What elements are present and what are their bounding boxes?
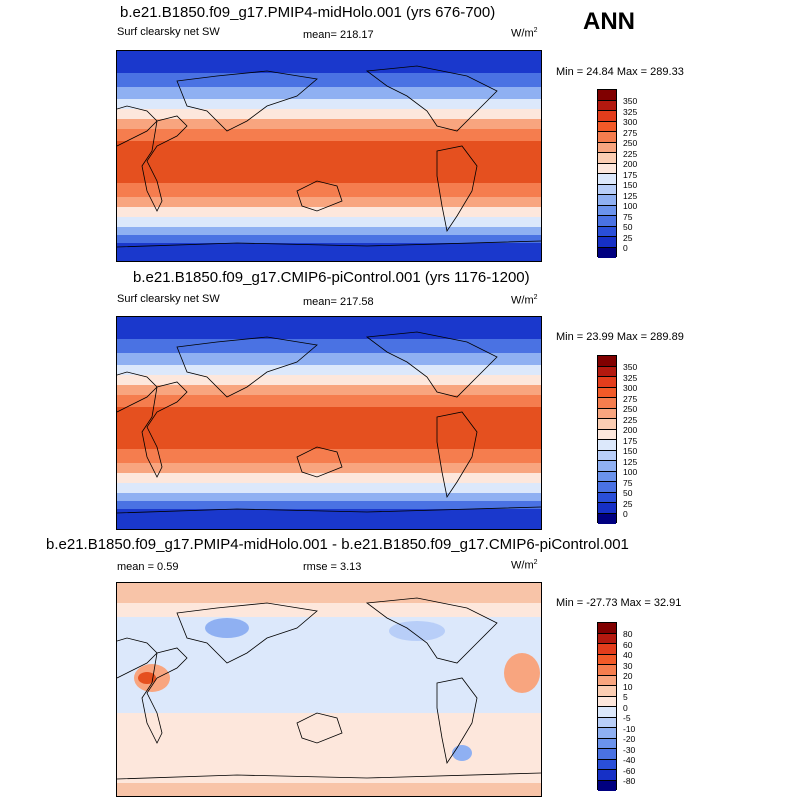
panel1-mean-label: mean= 218.17 [303, 29, 374, 41]
panel2-colorbar-label: 100 [623, 467, 638, 477]
panel2-colorbar-label: 225 [623, 414, 638, 425]
panel3-map [116, 582, 542, 797]
panel2-colorbar-swatches [597, 355, 617, 524]
panel3-colorbar-label: -80 [623, 776, 636, 786]
panel2-colorbar-label: 300 [623, 383, 638, 393]
panel1-colorbar-label: 25 [623, 232, 633, 243]
panel3-colorbar-label: -10 [623, 723, 636, 734]
panel3-units: W/m2 [511, 559, 538, 572]
panel3-colorbar-label: 40 [623, 650, 633, 660]
panel3-rmse-label: rmse = 3.13 [303, 561, 362, 573]
panel2-units: W/m2 [511, 294, 538, 307]
panel2-colorbar-label: 250 [623, 404, 638, 414]
panel1-units: W/m2 [511, 27, 538, 40]
panel1-colorbar-label: 275 [623, 127, 638, 138]
panel3-mean-label: mean = 0.59 [117, 561, 179, 573]
panel1-colorbar-label: 300 [623, 117, 638, 127]
panel2-colorbar-label: 150 [623, 446, 638, 456]
panel1-title: b.e21.B1850.f09_g17.PMIP4-midHolo.001 (y… [120, 4, 496, 21]
panel2-map [116, 316, 542, 530]
panel2-mean-label: mean= 217.58 [303, 296, 374, 308]
panel1-colorbar-label: 125 [623, 190, 638, 201]
panel1-minmax: Min = 24.84 Max = 289.33 [556, 66, 684, 78]
panel1-colorbar-label: 200 [623, 159, 638, 169]
panel1-colorbar-swatches [597, 89, 617, 258]
panel2-colorbar-label: 50 [623, 488, 633, 498]
panel3-colorbar-label: -20 [623, 734, 636, 744]
panel2-variable-label: Surf clearsky net SW [117, 293, 220, 305]
panel1-colorbar-label: 75 [623, 211, 633, 222]
panel1-colorbar-label: 350 [623, 96, 638, 106]
panel3-colorbar-label: 10 [623, 681, 633, 692]
panel1-colorbar-label: 100 [623, 201, 638, 211]
panel2-colorbar-label: 75 [623, 477, 633, 488]
panel3-colorbar-swatches [597, 622, 617, 791]
panel2-colorbar-label: 125 [623, 456, 638, 467]
panel2-colorbar-label: 25 [623, 498, 633, 509]
season-label: ANN [583, 8, 635, 35]
panel1-colorbar-label: 175 [623, 169, 638, 180]
panel2-minmax: Min = 23.99 Max = 289.89 [556, 331, 684, 343]
panel1-colorbar-label: 225 [623, 148, 638, 159]
panel2-title: b.e21.B1850.f09_g17.CMIP6-piControl.001 … [133, 269, 530, 286]
panel3-colorbar-label: 5 [623, 692, 628, 702]
panel3-colorbar-label: -60 [623, 765, 636, 776]
panel3-colorbar-label: -5 [623, 713, 631, 723]
panel3-colorbar-label: 80 [623, 629, 633, 639]
panel3-minmax: Min = -27.73 Max = 32.91 [556, 597, 682, 609]
panel1-variable-label: Surf clearsky net SW [117, 26, 220, 38]
panel2-colorbar-label: 175 [623, 435, 638, 446]
panel3-colorbar-label: -30 [623, 744, 636, 755]
panel2-colorbar-label: 325 [623, 372, 638, 383]
panel3-colorbar-label: -40 [623, 755, 636, 765]
panel1-map [116, 50, 542, 262]
panel3-colorbar-label: 20 [623, 671, 633, 681]
panel1-colorbar-label: 150 [623, 180, 638, 190]
panel3-colorbar-label: 60 [623, 639, 633, 650]
panel2-colorbar-label: 200 [623, 425, 638, 435]
panel2-colorbar-label: 350 [623, 362, 638, 372]
panel1-colorbar-label: 250 [623, 138, 638, 148]
panel1-colorbar-label: 50 [623, 222, 633, 232]
panel1-colorbar-label: 0 [623, 243, 628, 253]
panel2-colorbar-label: 0 [623, 509, 628, 519]
panel3-title: b.e21.B1850.f09_g17.PMIP4-midHolo.001 - … [46, 536, 629, 553]
panel3-colorbar-label: 30 [623, 660, 633, 671]
panel2-colorbar-label: 275 [623, 393, 638, 404]
panel1-colorbar-label: 325 [623, 106, 638, 117]
panel3-colorbar-label: 0 [623, 702, 628, 713]
